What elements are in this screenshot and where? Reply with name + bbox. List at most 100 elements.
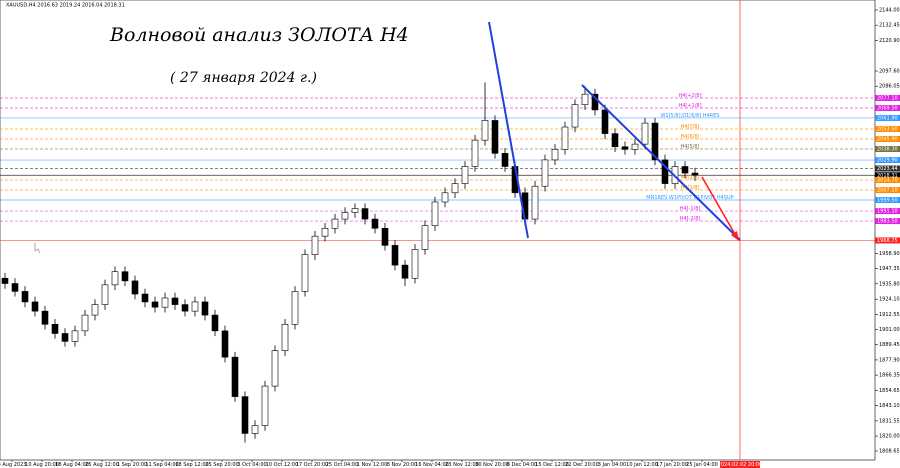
candle-body bbox=[231, 356, 239, 397]
level-box bbox=[875, 157, 900, 164]
level-name: H4[2/8] bbox=[681, 175, 700, 181]
y-tick-label: 2086.05 bbox=[879, 84, 900, 90]
y-tick-label: 1889.45 bbox=[879, 342, 900, 348]
candle-body bbox=[381, 227, 389, 246]
level-price: 2069.50 bbox=[877, 105, 898, 111]
candle-body bbox=[261, 385, 269, 426]
candle-body bbox=[351, 208, 359, 213]
level-box bbox=[875, 218, 900, 225]
candle-body bbox=[571, 104, 579, 128]
plot-frame bbox=[0, 0, 876, 461]
level-box bbox=[875, 165, 900, 172]
candle-body bbox=[221, 330, 229, 358]
level-name: MN1RES W1PIVOT D1PIVOT H4SUP bbox=[646, 195, 733, 201]
candle-body bbox=[151, 301, 159, 308]
level-name: H4[-1/8] bbox=[680, 206, 701, 212]
candle-body bbox=[501, 153, 509, 167]
level-box bbox=[875, 104, 900, 111]
marker-date: 2024.02.02 20:00 bbox=[718, 462, 763, 468]
candle-body bbox=[631, 143, 639, 150]
y-tick-label: 2132.45 bbox=[879, 23, 900, 29]
level-box bbox=[875, 177, 900, 184]
candle-body bbox=[171, 297, 179, 305]
level-price: 2014.70 bbox=[877, 178, 898, 184]
candle-body bbox=[251, 425, 259, 434]
candle-body bbox=[71, 330, 79, 342]
candle-body bbox=[91, 304, 99, 316]
x-tick-label: 30 Nov 20:00 bbox=[475, 462, 509, 468]
chart-subtitle: ( 27 января 2024 г.) bbox=[170, 70, 317, 86]
candle-body bbox=[391, 245, 399, 266]
level-name: H4[7/8] bbox=[681, 124, 700, 130]
candle-body bbox=[321, 227, 329, 237]
x-tick-label: 25 Jan 04:00 bbox=[686, 462, 718, 468]
candle-body bbox=[211, 314, 219, 332]
candle-body bbox=[401, 264, 409, 279]
candle-body bbox=[561, 126, 569, 150]
candle-body bbox=[161, 297, 169, 308]
level-box bbox=[875, 94, 900, 101]
level-name: H4[+2/8] bbox=[678, 93, 701, 99]
candle-body bbox=[531, 185, 539, 220]
y-tick-label: 1912.55 bbox=[879, 312, 900, 318]
candle-body bbox=[301, 254, 309, 292]
level-name: H4[6/8] bbox=[681, 134, 700, 140]
level-price: 1991.10 bbox=[877, 209, 898, 215]
y-tick-label: 2097.60 bbox=[879, 69, 900, 75]
trend-line bbox=[581, 84, 741, 241]
y-tick-label: 2120.90 bbox=[879, 38, 900, 44]
candle-body bbox=[541, 159, 549, 187]
x-tick-label: 25 Sep 20:00 bbox=[205, 462, 238, 468]
x-tick-label: 17 Jan 20:00 bbox=[656, 462, 688, 468]
level-price: 2077.10 bbox=[877, 95, 898, 101]
candle-body bbox=[461, 166, 469, 184]
candle-body bbox=[51, 323, 59, 334]
x-tick-label: 25 Oct 04:00 bbox=[326, 462, 359, 468]
candle-body bbox=[1, 277, 9, 284]
level-price: 2061.90 bbox=[877, 115, 898, 121]
y-tick-label: 2144.00 bbox=[879, 7, 900, 13]
y-tick-label: 1947.35 bbox=[879, 266, 900, 272]
level-price: 2023.44 bbox=[877, 166, 898, 172]
level-box bbox=[875, 126, 900, 133]
x-tick-label: 18 Sep 12:00 bbox=[175, 462, 208, 468]
x-tick-label: 11 Sep 04:00 bbox=[145, 462, 178, 468]
candle-body bbox=[11, 283, 19, 292]
level-price: 2038.30 bbox=[877, 146, 898, 152]
candle-body bbox=[481, 120, 489, 141]
x-tick-label: 15 Dec 12:00 bbox=[535, 462, 569, 468]
x-tick-label: 10 Jan 12:00 bbox=[626, 462, 658, 468]
x-tick-label: 1 Sep 20:00 bbox=[117, 462, 147, 468]
candle-body bbox=[141, 293, 149, 303]
x-tick-label: 22 Dec 20:00 bbox=[565, 462, 599, 468]
arrow-head bbox=[731, 231, 739, 241]
candle-body bbox=[341, 212, 349, 220]
level-box bbox=[875, 135, 900, 142]
candle-body bbox=[421, 225, 429, 250]
symbol-info: XAUUSD,H4 2016.63 2019.24 2016.04 2018.3… bbox=[6, 3, 125, 9]
candle-body bbox=[311, 235, 319, 255]
candle-body bbox=[331, 218, 339, 229]
y-tick-label: 1820.00 bbox=[879, 434, 900, 440]
y-tick-label: 1854.65 bbox=[879, 388, 900, 394]
level-price: 2053.50 bbox=[877, 127, 898, 133]
candle-body bbox=[61, 333, 69, 342]
level-price: 2045.90 bbox=[877, 136, 898, 142]
candle-body bbox=[181, 304, 189, 312]
level-price: 1968.75 bbox=[877, 238, 898, 244]
x-tick-label: 17 Oct 20:00 bbox=[296, 462, 329, 468]
level-price: 2018.31 bbox=[877, 173, 898, 179]
x-tick-label: 3 Jan 04:00 bbox=[598, 462, 626, 468]
candle-body bbox=[681, 166, 689, 174]
candle-body bbox=[121, 271, 129, 282]
candle-body bbox=[431, 201, 439, 226]
candle-body bbox=[21, 291, 29, 303]
candle-body bbox=[31, 301, 39, 312]
level-box bbox=[875, 237, 900, 244]
level-name: H4[-2/8] bbox=[680, 216, 701, 222]
candle-body bbox=[601, 109, 609, 134]
candle-body bbox=[611, 133, 619, 148]
candle-body bbox=[131, 280, 139, 295]
x-tick-label: 23 Nov 12:00 bbox=[445, 462, 479, 468]
